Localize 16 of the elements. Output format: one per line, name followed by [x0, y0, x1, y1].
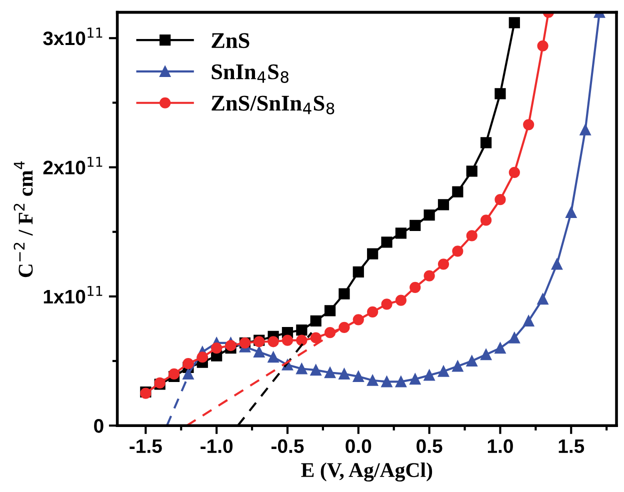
legend-label: ZnS/SnIn$_{4}$S$_{8}$	[212, 96, 334, 114]
y-axis-title: C$^{−2}$ / F$^{2}$ cm$^{4}$	[14, 161, 33, 278]
x-tick-label: -1.5	[130, 439, 162, 454]
legend-label: SnIn$_{4}$S$_{8}$	[212, 64, 288, 83]
x-tick-label: 1.0	[488, 439, 513, 454]
x-tick-label: 0.5	[416, 439, 442, 454]
y-tick-label: 2x10$^{11}$	[43, 156, 102, 174]
x-tick-label: 0.0	[346, 439, 372, 454]
x-tick-label: 1.5	[558, 439, 584, 454]
x-axis-title: E (V, Ag/AgCl)	[301, 462, 432, 482]
x-tick-label: -0.5	[272, 439, 304, 454]
legend-label: ZnS	[212, 33, 250, 48]
y-tick-label: 3x10$^{11}$	[43, 28, 102, 46]
y-tick-label: 0	[94, 419, 104, 433]
x-tick-label: -1.0	[200, 439, 233, 454]
y-tick-label: 1x10$^{11}$	[44, 286, 102, 304]
